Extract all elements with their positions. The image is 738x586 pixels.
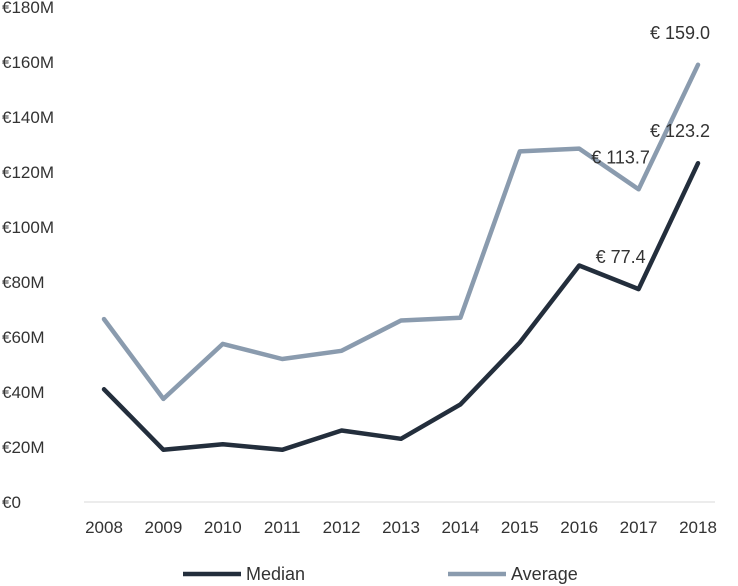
data-labels: € 77.4 € 123.2€ 113.7 € 159.0	[591, 23, 710, 267]
y-tick-label: €80M	[2, 273, 45, 292]
x-tick-label: 2010	[204, 518, 242, 537]
x-tick-label: 2012	[323, 518, 361, 537]
y-tick-label: €140M	[2, 108, 54, 127]
data-label: € 77.4	[596, 247, 646, 267]
legend: Median Average	[183, 564, 578, 584]
legend-label-average: Average	[511, 564, 578, 584]
data-label: € 159.0	[650, 23, 710, 43]
legend-label-median: Median	[246, 564, 305, 584]
y-tick-label: €40M	[2, 383, 45, 402]
y-tick-label: €160M	[2, 53, 54, 72]
series-line-median	[101, 160, 701, 453]
x-tick-label: 2015	[501, 518, 539, 537]
y-tick-label: €120M	[2, 163, 54, 182]
y-tick-label: €180M	[2, 0, 54, 17]
x-tick-label: 2008	[85, 518, 123, 537]
data-label: € 113.7	[591, 147, 650, 167]
series-line-average	[101, 62, 701, 402]
y-tick-label: €60M	[2, 328, 45, 347]
x-tick-label: 2013	[382, 518, 420, 537]
series-lines	[101, 62, 701, 453]
y-axis: €0 €20M €40M €60M €80M €100M €120M €140M €160M €1…	[2, 0, 54, 512]
y-tick-label: €100M	[2, 218, 54, 237]
x-tick-label: 2018	[679, 518, 717, 537]
x-tick-label: 2014	[441, 518, 479, 537]
data-label: € 123.2	[650, 121, 710, 141]
x-tick-label: 2017	[620, 518, 658, 537]
y-tick-label: €20M	[2, 438, 45, 457]
x-tick-label: 2009	[144, 518, 182, 537]
x-tick-label: 2016	[560, 518, 598, 537]
x-axis: 2008 2009 2010 2011 2012 2013 2014 2015 2016 2017…	[85, 518, 717, 537]
y-tick-label: €0	[2, 493, 21, 512]
x-tick-label: 2011	[264, 518, 301, 537]
